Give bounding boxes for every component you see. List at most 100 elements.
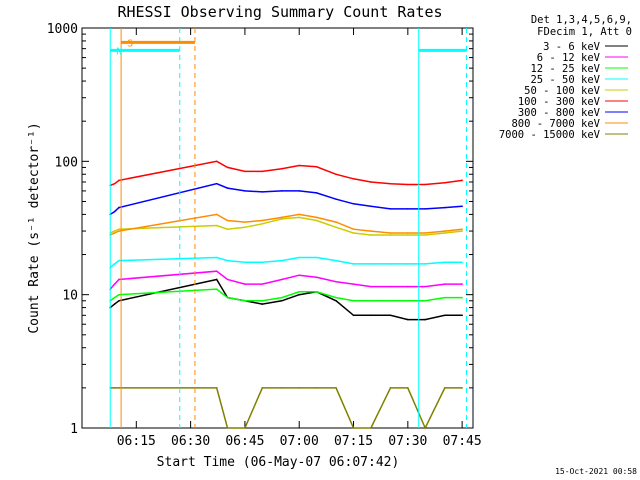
series-point — [370, 263, 372, 265]
series-point — [424, 183, 427, 186]
series-point — [389, 234, 392, 236]
series-point — [281, 387, 283, 389]
series-point — [407, 232, 409, 234]
series-point — [335, 387, 337, 389]
series-point — [443, 296, 446, 299]
series-point — [118, 299, 120, 302]
series-point — [352, 283, 355, 285]
series-point — [315, 216, 318, 219]
series-point — [335, 280, 337, 283]
series-point — [215, 213, 218, 216]
series-point — [261, 299, 264, 302]
series-point — [226, 187, 229, 189]
series-point — [407, 234, 409, 236]
series-point — [443, 206, 446, 209]
series-point — [244, 170, 246, 173]
series-point — [215, 288, 218, 290]
series-point — [298, 164, 301, 167]
series-point — [424, 234, 427, 236]
series-point — [315, 219, 318, 222]
series-point — [407, 318, 409, 321]
series-point — [298, 256, 301, 259]
series-point — [281, 259, 283, 262]
series-point — [443, 387, 446, 389]
legend-header-line: FDecim 1, Att 0 — [537, 26, 632, 38]
series-point — [261, 223, 264, 225]
series-point — [215, 256, 218, 259]
series-point — [244, 190, 246, 192]
flag-label: N — [116, 46, 122, 57]
series-point — [244, 299, 246, 302]
series-point — [215, 278, 218, 281]
flag-layer: SN — [109, 28, 467, 428]
series-point — [461, 205, 463, 208]
series-point — [443, 261, 446, 264]
series-point — [352, 232, 355, 234]
x-tick-label: 07:30 — [388, 434, 427, 449]
series-point — [298, 387, 301, 389]
series-point — [370, 427, 372, 429]
series-point — [335, 173, 337, 176]
series-point — [335, 259, 337, 262]
series-point — [113, 296, 116, 299]
series-point — [352, 203, 355, 205]
series-point — [424, 263, 427, 265]
series-point — [215, 182, 218, 185]
legend-label: 3 - 6 keV — [543, 41, 601, 53]
series-point — [407, 263, 409, 265]
series-point — [261, 303, 264, 305]
series-point — [113, 210, 116, 213]
series-point — [315, 276, 318, 279]
x-tick-label: 07:00 — [280, 434, 319, 449]
series-point — [389, 387, 392, 389]
axis-ticks: 06:15 06:30 06:45 07:00 07:15 07:30 07:45 1 10 10… — [47, 22, 482, 449]
series-point — [113, 232, 116, 234]
series-point — [407, 299, 409, 302]
series-point — [370, 181, 372, 183]
series-point — [461, 230, 463, 232]
series-point — [118, 259, 120, 262]
series-point — [226, 296, 229, 299]
x-tick-label: 06:30 — [171, 434, 210, 449]
series-point — [261, 219, 264, 222]
series-point — [281, 296, 283, 299]
series-point — [113, 230, 116, 232]
series-point — [298, 274, 301, 276]
legend-label: 7000 - 15000 keV — [499, 129, 601, 141]
series-point — [298, 216, 301, 219]
series-point — [389, 263, 392, 265]
series-point — [244, 283, 246, 285]
series-layer — [109, 160, 463, 430]
legend-label: 12 - 25 keV — [530, 63, 600, 75]
series-point — [281, 218, 283, 220]
series-point — [261, 387, 264, 389]
series-point — [389, 314, 392, 317]
series-point — [215, 270, 218, 272]
series-point — [407, 183, 409, 186]
flag-label: S — [127, 38, 133, 49]
series-point — [443, 182, 446, 184]
series-point — [335, 198, 337, 200]
series-point — [389, 285, 392, 288]
series-line-7000-15000-kev — [110, 387, 463, 430]
series-point — [443, 314, 446, 317]
series-point — [226, 278, 229, 281]
series-point — [370, 314, 372, 317]
legend-header-line: Det 1,3,4,5,6,9, — [531, 14, 632, 26]
x-tick-label: 07:45 — [443, 434, 482, 449]
series-point — [113, 182, 116, 185]
series-point — [281, 167, 283, 170]
series-point — [461, 387, 463, 389]
series-point — [424, 427, 427, 429]
series-point — [215, 224, 218, 227]
series-point — [226, 427, 229, 429]
series-point — [215, 387, 218, 389]
series-point — [370, 285, 372, 288]
series-point — [407, 387, 409, 389]
series-point — [352, 177, 355, 180]
series-point — [443, 230, 446, 232]
series-point — [315, 256, 318, 259]
series-point — [389, 208, 392, 210]
series-line-300-800-kev — [109, 182, 463, 216]
